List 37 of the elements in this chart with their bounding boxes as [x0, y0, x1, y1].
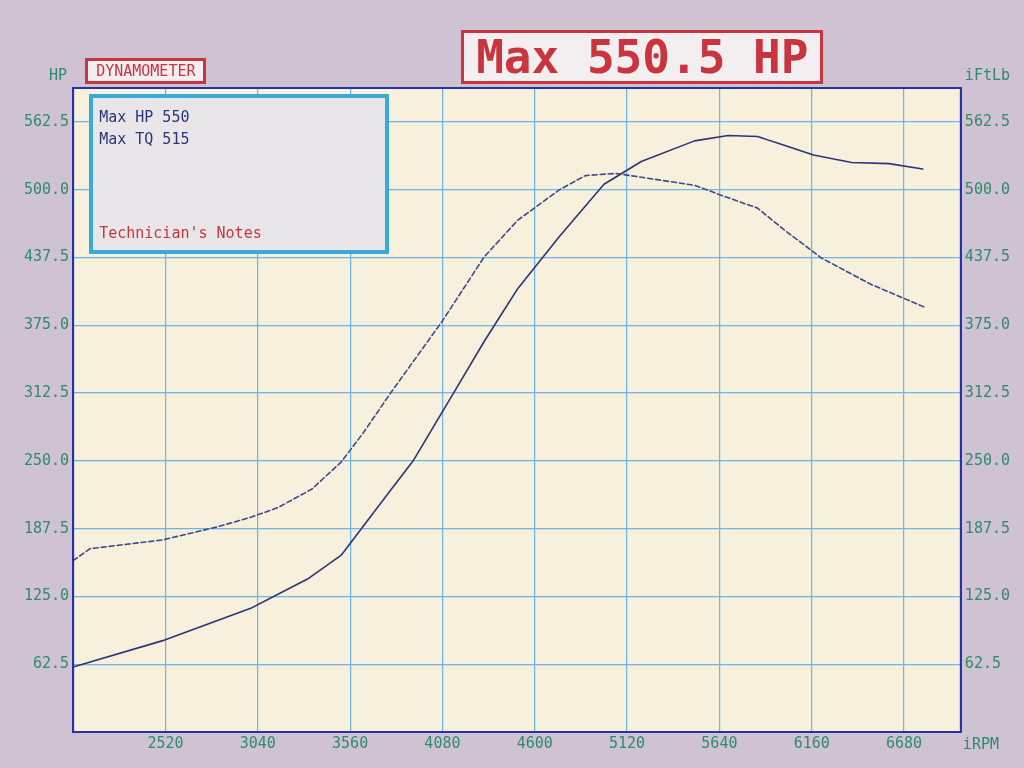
- x-tick-label: 3560: [332, 733, 369, 752]
- y2-tick-label: 562.5: [964, 111, 1010, 130]
- y2-tick-label: 125.0: [964, 586, 1010, 605]
- y2-tick-label: 375.0: [964, 315, 1010, 334]
- y-tick-label: 250.0: [24, 450, 70, 469]
- y-tick-label: 562.5: [24, 111, 70, 130]
- x-axis-title: iRPM: [962, 735, 999, 754]
- y-tick-label: 500.0: [24, 179, 70, 198]
- annotation: Technician's Notes: [99, 223, 262, 244]
- x-tick-label: 4600: [516, 733, 553, 752]
- y-tick-label: 437.5: [24, 247, 70, 266]
- y-tick-label: 187.5: [24, 518, 70, 537]
- y-tick-label: 125.0: [24, 586, 70, 605]
- y2-tick-label: 312.5: [964, 382, 1010, 401]
- text: Max 550.5 HP: [461, 30, 824, 85]
- y2-tick-label: 62.5: [964, 654, 1001, 673]
- y2-axis-title: iFtLb: [964, 66, 1010, 85]
- y-axis-title: HP: [49, 66, 68, 85]
- y-tick-label: 312.5: [24, 382, 70, 401]
- line-series: [73, 172, 928, 562]
- x-tick-label: 2520: [147, 733, 184, 752]
- x-tick-label: 5640: [701, 733, 738, 752]
- notes-panel: Max HP 550 Max TQ 515 Technician's Notes: [89, 94, 390, 254]
- x-tick-label: 6680: [885, 733, 923, 752]
- y2-tick-label: 187.5: [964, 518, 1010, 537]
- x-tick-label: 6160: [793, 733, 830, 752]
- x-tick-label: 3040: [239, 733, 276, 752]
- text: DYNAMOMETER: [85, 58, 207, 84]
- annotation: Max HP 550: [99, 107, 191, 128]
- y-tick-label: 375.0: [24, 315, 70, 334]
- x-tick-label: 5120: [609, 733, 646, 752]
- y2-tick-label: 500.0: [964, 179, 1010, 198]
- annotation: Max TQ 515: [99, 129, 191, 150]
- y2-tick-label: 437.5: [964, 247, 1010, 266]
- y2-tick-label: 250.0: [964, 450, 1010, 469]
- y-tick-label: 62.5: [33, 654, 70, 673]
- x-tick-label: 4080: [424, 733, 461, 752]
